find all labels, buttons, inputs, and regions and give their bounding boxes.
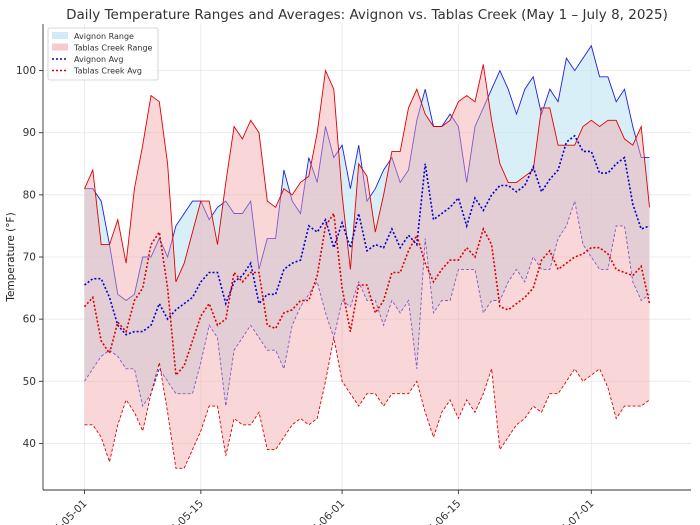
x-tick-label: 2025-06-15 bbox=[412, 498, 464, 525]
y-tick-label: 40 bbox=[23, 438, 36, 450]
y-tick-label: 70 bbox=[23, 252, 36, 264]
legend-label-avignon-range: Avignon Range bbox=[74, 32, 134, 41]
legend-label-tablas-creek-avg: Tablas Creek Avg bbox=[73, 67, 142, 76]
legend-swatch-avignon-range bbox=[52, 32, 68, 39]
tablas-creek-range-low-line bbox=[84, 337, 650, 469]
tablas-creek-range-band bbox=[84, 64, 650, 469]
y-axis-label: Temperature (°F) bbox=[5, 212, 17, 302]
tablas-creek-avg-line bbox=[83, 211, 651, 378]
x-tick-label: 2025-05-15 bbox=[154, 498, 206, 525]
x-tick-label: 2025-05-01 bbox=[38, 498, 90, 525]
y-tick-label: 80 bbox=[23, 189, 36, 201]
y-tick-label: 100 bbox=[16, 65, 36, 77]
legend-label-tablas-creek-range: Tablas Creek Range bbox=[73, 44, 153, 53]
x-tick-label: 2025-06-01 bbox=[296, 498, 348, 525]
avignon-range-low-line bbox=[84, 199, 650, 408]
chart-title: Daily Temperature Ranges and Averages: A… bbox=[66, 7, 668, 23]
x-tick-label: 2025-07-01 bbox=[545, 498, 597, 525]
avignon-range-high-line bbox=[84, 44, 650, 302]
y-tick-label: 90 bbox=[23, 127, 36, 139]
avignon-range-band bbox=[84, 45, 650, 407]
legend-box bbox=[47, 27, 159, 81]
y-tick-label: 50 bbox=[23, 376, 36, 388]
legend: Avignon Range Tablas Creek Range Avignon A… bbox=[47, 27, 159, 81]
series-lines bbox=[83, 134, 651, 378]
y-tick-label: 60 bbox=[23, 314, 36, 326]
legend-label-avignon-avg: Avignon Avg bbox=[74, 55, 123, 64]
tablas-creek-range-high-line bbox=[84, 64, 650, 283]
range-bands bbox=[84, 44, 650, 469]
legend-swatch-tablas-creek-range bbox=[52, 43, 68, 51]
avignon-avg-line bbox=[84, 134, 650, 336]
